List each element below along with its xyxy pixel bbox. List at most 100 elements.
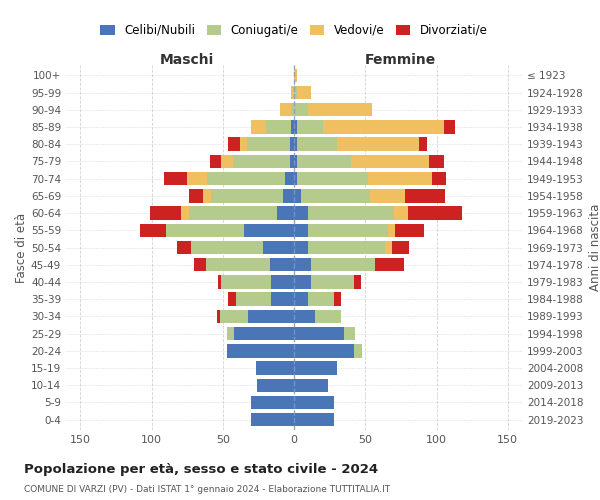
- Bar: [291, 86, 294, 100]
- Bar: [294, 86, 297, 100]
- Bar: [187, 172, 207, 186]
- Bar: [188, 206, 277, 220]
- Bar: [388, 224, 395, 237]
- Bar: [375, 258, 404, 272]
- Bar: [294, 327, 344, 340]
- Bar: [286, 172, 294, 186]
- Text: Maschi: Maschi: [160, 52, 214, 66]
- Bar: [351, 154, 430, 168]
- Bar: [294, 206, 308, 220]
- Bar: [283, 189, 294, 202]
- Bar: [294, 241, 308, 254]
- Bar: [290, 138, 294, 151]
- Bar: [236, 292, 271, 306]
- Bar: [294, 172, 297, 186]
- Bar: [294, 378, 328, 392]
- Bar: [297, 86, 311, 100]
- Bar: [203, 189, 211, 202]
- Bar: [227, 327, 234, 340]
- Bar: [277, 206, 294, 220]
- Y-axis label: Fasce di età: Fasce di età: [15, 212, 28, 282]
- Bar: [166, 224, 244, 237]
- Bar: [354, 275, 361, 288]
- Bar: [211, 189, 283, 202]
- Legend: Celibi/Nubili, Coniugati/e, Vedovi/e, Divorziati/e: Celibi/Nubili, Coniugati/e, Vedovi/e, Di…: [98, 22, 490, 40]
- Bar: [263, 241, 294, 254]
- Bar: [294, 258, 311, 272]
- Bar: [297, 154, 351, 168]
- Bar: [294, 292, 308, 306]
- Bar: [294, 68, 297, 82]
- Bar: [220, 310, 248, 323]
- Bar: [244, 224, 294, 237]
- Bar: [150, 206, 181, 220]
- Bar: [177, 241, 191, 254]
- Bar: [234, 327, 294, 340]
- Bar: [294, 103, 308, 117]
- Bar: [294, 362, 337, 374]
- Bar: [191, 241, 263, 254]
- Bar: [270, 258, 294, 272]
- Bar: [194, 258, 206, 272]
- Bar: [294, 138, 297, 151]
- Bar: [354, 344, 362, 358]
- Bar: [297, 138, 337, 151]
- Bar: [405, 189, 445, 202]
- Bar: [408, 206, 462, 220]
- Bar: [308, 292, 334, 306]
- Bar: [207, 172, 286, 186]
- Bar: [181, 206, 188, 220]
- Bar: [430, 154, 443, 168]
- Bar: [316, 310, 341, 323]
- Bar: [247, 138, 290, 151]
- Bar: [294, 275, 311, 288]
- Bar: [308, 241, 385, 254]
- Bar: [227, 344, 294, 358]
- Bar: [432, 172, 446, 186]
- Bar: [392, 241, 409, 254]
- Bar: [280, 103, 291, 117]
- Bar: [294, 344, 354, 358]
- Bar: [240, 138, 247, 151]
- Bar: [344, 327, 355, 340]
- Bar: [294, 413, 334, 426]
- Bar: [271, 275, 294, 288]
- Bar: [210, 154, 221, 168]
- Bar: [294, 189, 301, 202]
- Bar: [294, 396, 334, 409]
- Bar: [257, 378, 294, 392]
- Bar: [394, 206, 408, 220]
- Bar: [297, 120, 323, 134]
- Bar: [294, 224, 308, 237]
- Bar: [229, 292, 236, 306]
- Bar: [248, 310, 294, 323]
- Bar: [294, 120, 297, 134]
- Bar: [256, 362, 294, 374]
- Bar: [229, 138, 240, 151]
- Bar: [308, 103, 373, 117]
- Bar: [323, 120, 443, 134]
- Bar: [395, 224, 424, 237]
- Bar: [206, 258, 270, 272]
- Bar: [294, 310, 316, 323]
- Bar: [370, 189, 405, 202]
- Bar: [217, 310, 220, 323]
- Bar: [251, 120, 265, 134]
- Bar: [233, 154, 290, 168]
- Bar: [221, 154, 233, 168]
- Bar: [419, 138, 427, 151]
- Text: Popolazione per età, sesso e stato civile - 2024: Popolazione per età, sesso e stato civil…: [24, 462, 378, 475]
- Bar: [271, 292, 294, 306]
- Bar: [140, 224, 166, 237]
- Text: COMUNE DI VARZI (PV) - Dati ISTAT 1° gennaio 2024 - Elaborazione TUTTITALIA.IT: COMUNE DI VARZI (PV) - Dati ISTAT 1° gen…: [24, 485, 390, 494]
- Bar: [291, 120, 294, 134]
- Bar: [297, 172, 368, 186]
- Text: Femmine: Femmine: [365, 52, 437, 66]
- Bar: [308, 206, 394, 220]
- Bar: [334, 292, 341, 306]
- Bar: [221, 275, 271, 288]
- Bar: [218, 275, 221, 288]
- Bar: [368, 172, 432, 186]
- Bar: [251, 396, 294, 409]
- Bar: [385, 241, 392, 254]
